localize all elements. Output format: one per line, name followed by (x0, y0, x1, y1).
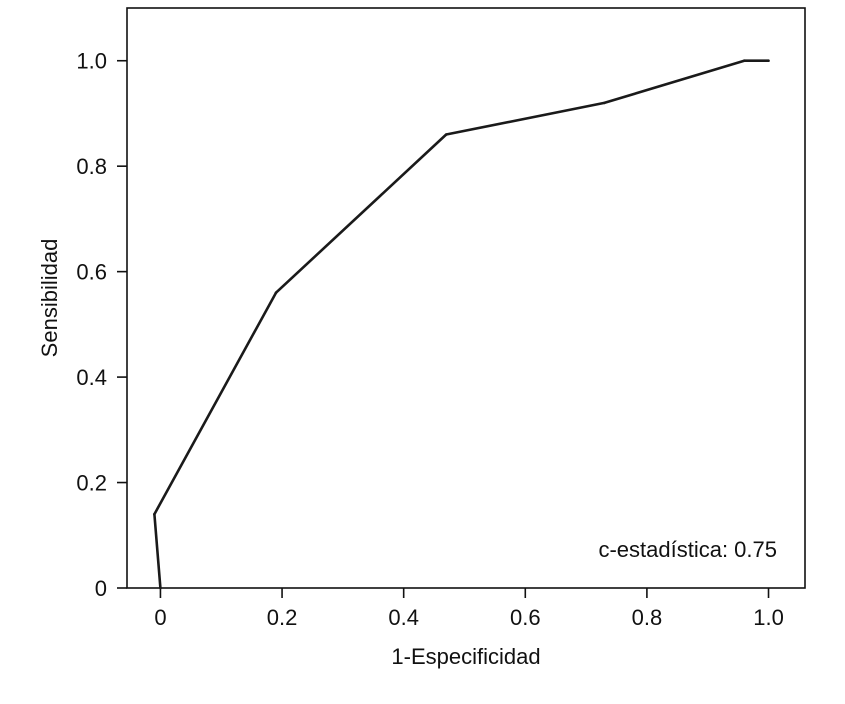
roc-curve-point (767, 59, 770, 63)
y-tick-label: 0.6 (76, 260, 107, 285)
x-axis-title: 1-Especificidad (391, 644, 540, 669)
roc-curve-point (603, 101, 606, 105)
x-tick-label: 1.0 (753, 605, 784, 630)
x-tick-label: 0.2 (267, 605, 298, 630)
y-axis-ticks: 0 0.2 0.4 0.6 0.8 1.0 (76, 49, 127, 601)
x-tick-label: 0 (154, 605, 166, 630)
plot-frame (126, 7, 806, 589)
y-tick-label: 0.2 (76, 471, 107, 496)
roc-curve-point (153, 512, 156, 516)
x-axis-ticks: 0 0.2 0.4 0.6 0.8 1.0 (154, 588, 784, 630)
roc-curve-point (742, 59, 746, 63)
y-tick-label: 1.0 (76, 49, 107, 74)
x-tick-label: 0.8 (632, 605, 663, 630)
x-tick-label: 0.6 (510, 605, 541, 630)
roc-curve-line (153, 59, 769, 589)
y-tick-label: 0.8 (76, 154, 107, 179)
roc-curve-point (274, 291, 278, 295)
y-tick-label: 0.4 (76, 365, 107, 390)
roc-curve-point (159, 586, 162, 590)
y-tick-label: 0 (95, 576, 107, 601)
roc-curve-point (444, 133, 448, 136)
y-axis-title: Sensibilidad (37, 239, 62, 358)
series-layer (153, 59, 770, 590)
x-tick-label: 0.4 (388, 605, 419, 630)
c-statistic-annotation: c-estadística: 0.75 (598, 537, 777, 562)
